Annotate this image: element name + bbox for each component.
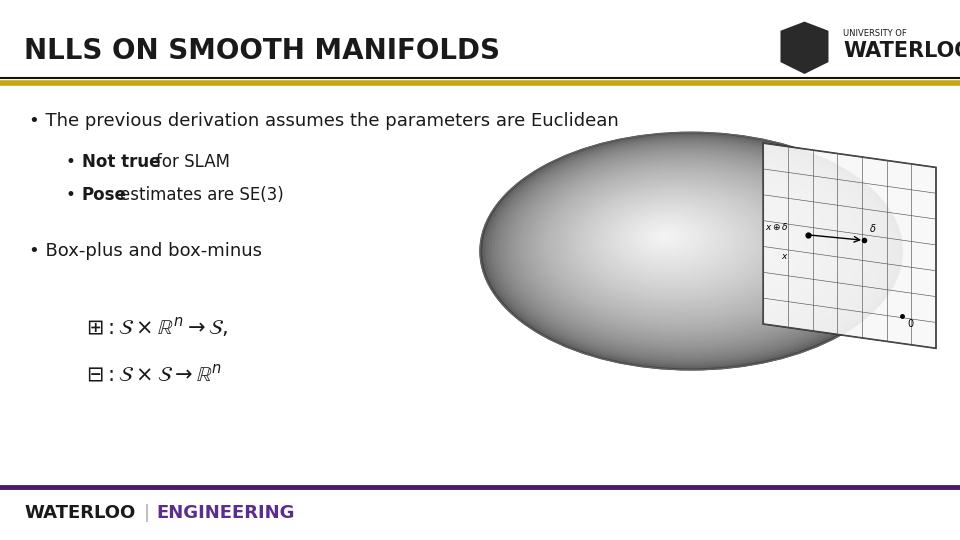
Circle shape [627,215,711,262]
Circle shape [511,150,863,348]
Text: estimates are SE(3): estimates are SE(3) [120,186,284,205]
Circle shape [624,213,715,265]
Text: WATERLOO: WATERLOO [843,41,960,62]
Circle shape [539,165,827,327]
Circle shape [498,143,878,356]
Text: $x$: $x$ [781,252,789,261]
Circle shape [532,161,835,332]
Circle shape [529,160,839,334]
Text: $0$: $0$ [907,316,915,329]
Circle shape [490,138,891,363]
Circle shape [523,157,847,339]
Circle shape [584,191,767,294]
Circle shape [603,201,743,280]
Circle shape [535,163,830,329]
Circle shape [658,232,672,240]
Circle shape [508,148,867,350]
Circle shape [544,168,819,323]
Circle shape [483,134,899,368]
Circle shape [575,186,780,301]
Text: •: • [65,186,75,205]
Text: ENGINEERING: ENGINEERING [156,504,295,522]
Text: NLLS ON SMOOTH MANIFOLDS: NLLS ON SMOOTH MANIFOLDS [24,37,500,65]
Circle shape [593,196,756,287]
Circle shape [541,167,823,325]
Circle shape [645,225,687,249]
Circle shape [596,198,752,285]
Circle shape [572,184,783,303]
Circle shape [578,187,775,298]
Circle shape [652,229,680,245]
Circle shape [639,222,696,254]
Text: $\delta$: $\delta$ [869,222,876,234]
Circle shape [609,205,735,276]
Text: WATERLOO: WATERLOO [24,504,135,522]
Circle shape [516,153,854,343]
Circle shape [505,146,871,352]
Text: |: | [144,504,150,522]
Circle shape [480,132,902,370]
Circle shape [633,218,704,258]
Circle shape [588,193,763,292]
Text: Pose: Pose [82,186,127,205]
Circle shape [486,136,895,366]
Circle shape [606,203,739,278]
Circle shape [547,170,815,321]
Circle shape [501,144,875,354]
Text: • Box-plus and box-minus: • Box-plus and box-minus [29,242,262,260]
Circle shape [565,180,791,307]
Circle shape [612,206,732,274]
Circle shape [648,227,684,247]
Text: Not true: Not true [82,153,160,171]
Circle shape [554,174,807,316]
Circle shape [655,231,676,242]
Circle shape [642,224,691,251]
Circle shape [614,208,728,272]
Circle shape [519,154,851,341]
Text: UNIVERSITY OF: UNIVERSITY OF [843,29,906,38]
Circle shape [514,151,858,345]
Circle shape [550,172,811,319]
Circle shape [557,176,803,314]
Text: $\boxplus : \mathcal{S} \times \mathbb{R}^n \rightarrow \mathcal{S},$: $\boxplus : \mathcal{S} \times \mathbb{R… [86,315,228,339]
Text: for SLAM: for SLAM [156,153,229,171]
Text: • The previous derivation assumes the parameters are Euclidean: • The previous derivation assumes the pa… [29,112,618,131]
Circle shape [563,179,795,309]
Circle shape [560,177,799,312]
Polygon shape [780,22,828,74]
Circle shape [526,158,843,336]
Text: •: • [65,153,75,171]
Polygon shape [763,143,936,348]
Circle shape [492,139,886,361]
Circle shape [621,212,719,267]
Circle shape [581,189,771,296]
Circle shape [660,234,668,238]
Circle shape [495,141,882,359]
Text: $x \oplus \delta$: $x \oplus \delta$ [765,220,789,232]
Circle shape [636,220,700,256]
Text: $\boxminus : \mathcal{S} \times \mathcal{S} \rightarrow \mathbb{R}^n$: $\boxminus : \mathcal{S} \times \mathcal… [86,364,223,386]
Circle shape [630,217,708,260]
Circle shape [599,199,747,282]
Circle shape [618,210,724,269]
Circle shape [590,194,759,289]
Circle shape [569,183,787,305]
